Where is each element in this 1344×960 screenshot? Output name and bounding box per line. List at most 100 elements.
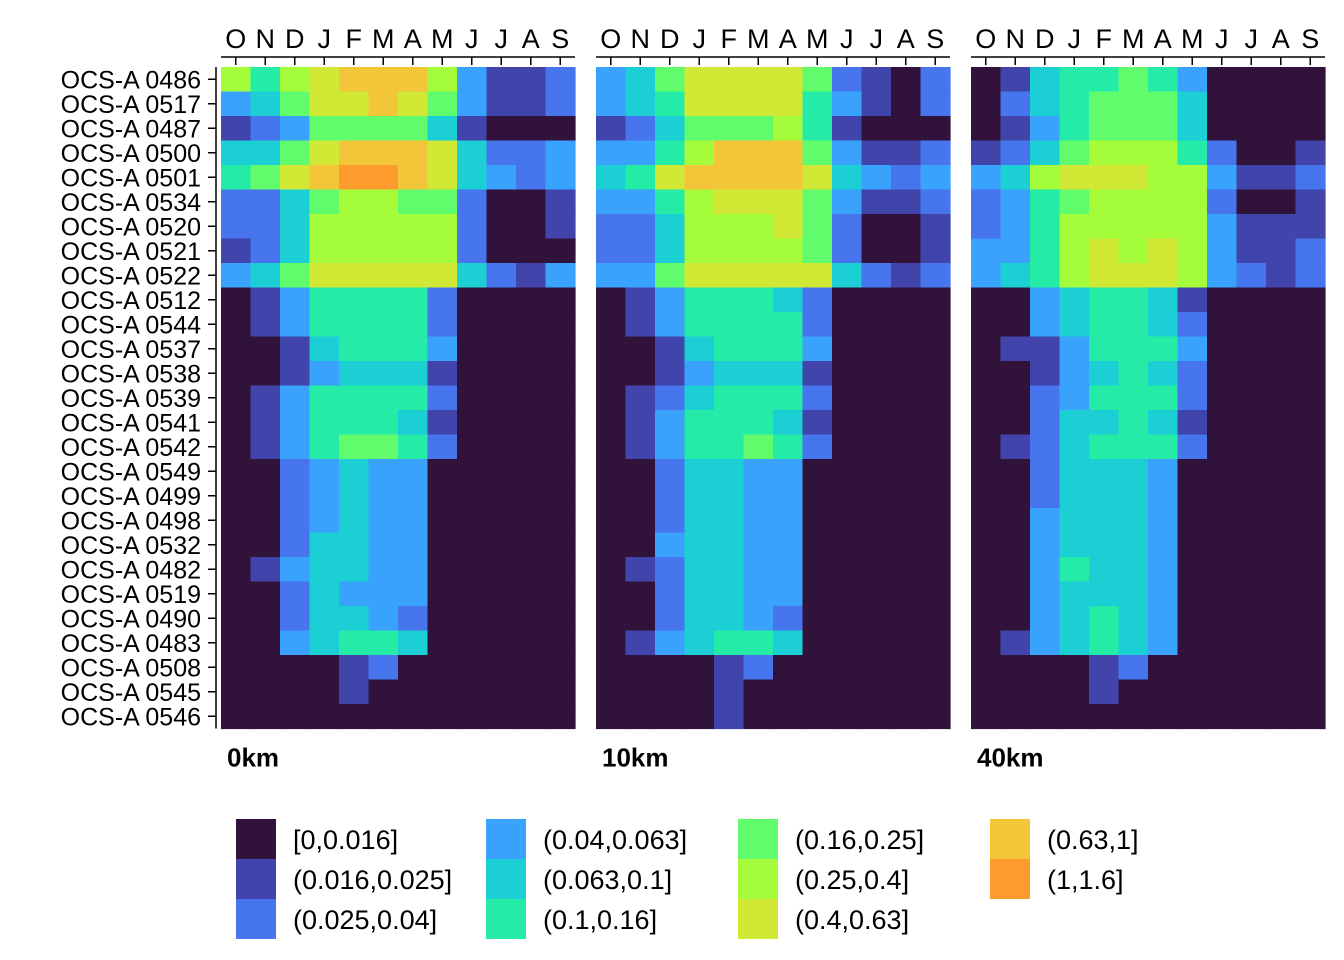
heat-cell — [1000, 140, 1031, 166]
heat-cell — [457, 410, 488, 436]
heat-cell — [714, 508, 745, 534]
heat-cell — [596, 679, 627, 705]
heat-cell — [486, 606, 517, 632]
legend-swatch — [486, 819, 526, 859]
heat-cell — [427, 410, 458, 436]
heat-cell — [684, 655, 715, 681]
heat-cell — [625, 557, 656, 583]
heat-cell — [714, 606, 745, 632]
heat-cell — [309, 410, 340, 436]
heat-cell — [1266, 91, 1297, 117]
heat-cell — [655, 459, 686, 485]
heat-cell — [1177, 238, 1208, 264]
heat-cell — [684, 67, 715, 93]
heat-cell — [920, 312, 951, 338]
month-label: S — [1301, 24, 1319, 54]
heat-cell — [545, 630, 576, 656]
heat-cell — [457, 91, 488, 117]
heat-cell — [625, 630, 656, 656]
heat-cell — [486, 336, 517, 362]
heat-cell — [339, 704, 370, 730]
heat-cell — [1148, 459, 1179, 485]
heat-cell — [457, 655, 488, 681]
heat-cell — [516, 704, 547, 730]
heat-cell — [920, 140, 951, 166]
heat-cell — [971, 361, 1002, 387]
heat-cell — [280, 238, 311, 264]
heat-cell — [1059, 410, 1090, 436]
heat-cell — [280, 606, 311, 632]
heat-cell — [861, 263, 892, 289]
heat-cell — [221, 557, 252, 583]
heat-cell — [1000, 287, 1031, 313]
heat-cell — [427, 434, 458, 460]
heat-cell — [802, 704, 833, 730]
heat-cell — [545, 508, 576, 534]
heat-cell — [1000, 704, 1031, 730]
heat-cell — [861, 508, 892, 534]
heat-cell — [250, 410, 281, 436]
heat-cell — [368, 459, 399, 485]
heat-cell — [891, 459, 922, 485]
heat-cell — [625, 385, 656, 411]
legend-swatch — [738, 899, 778, 939]
heat-cell — [625, 263, 656, 289]
heat-cell — [1148, 116, 1179, 142]
heat-cell — [427, 655, 458, 681]
heat-cell — [832, 679, 863, 705]
heat-cell — [1266, 336, 1297, 362]
heat-cell — [743, 67, 774, 93]
heat-cell — [457, 361, 488, 387]
heat-cell — [596, 581, 627, 607]
heat-cell — [1236, 630, 1267, 656]
heat-cell — [971, 655, 1002, 681]
heat-cell — [545, 655, 576, 681]
heat-cell — [971, 630, 1002, 656]
heat-cell — [1118, 655, 1149, 681]
heat-cell — [596, 606, 627, 632]
heat-cell — [891, 532, 922, 558]
heat-cell — [1089, 385, 1120, 411]
heat-cell — [1295, 189, 1326, 215]
heat-cell — [1236, 238, 1267, 264]
heat-cell — [1207, 238, 1238, 264]
heat-cell — [1295, 532, 1326, 558]
heat-cell — [1236, 189, 1267, 215]
heat-cell — [368, 508, 399, 534]
heat-cell — [743, 606, 774, 632]
heat-cell — [625, 704, 656, 730]
heat-cell — [802, 410, 833, 436]
heat-cell — [1030, 238, 1061, 264]
heat-cell — [339, 434, 370, 460]
heat-cell — [971, 606, 1002, 632]
heat-cell — [861, 287, 892, 313]
heat-cell — [427, 238, 458, 264]
heat-cell — [427, 91, 458, 117]
heat-cell — [1148, 532, 1179, 558]
heat-cell — [1148, 238, 1179, 264]
heat-cell — [596, 140, 627, 166]
heat-cell — [1148, 140, 1179, 166]
heat-cell — [516, 214, 547, 240]
heat-cell — [250, 238, 281, 264]
heat-cell — [486, 140, 517, 166]
heat-cell — [427, 214, 458, 240]
heat-cell — [743, 336, 774, 362]
heat-cell — [1059, 238, 1090, 264]
month-label: F — [346, 24, 363, 54]
heat-cell — [891, 67, 922, 93]
row-label: OCS-A 0517 — [61, 91, 201, 119]
heat-cell — [221, 410, 252, 436]
heat-cell — [280, 410, 311, 436]
heat-cell — [250, 434, 281, 460]
heat-cell — [802, 361, 833, 387]
heat-cell — [684, 630, 715, 656]
heat-cell — [1059, 189, 1090, 215]
heat-cell — [516, 238, 547, 264]
heat-cell — [920, 630, 951, 656]
heat-cell — [1059, 116, 1090, 142]
heat-cell — [339, 189, 370, 215]
heat-cell — [398, 704, 429, 730]
heat-cell — [971, 508, 1002, 534]
heat-cell — [1000, 189, 1031, 215]
